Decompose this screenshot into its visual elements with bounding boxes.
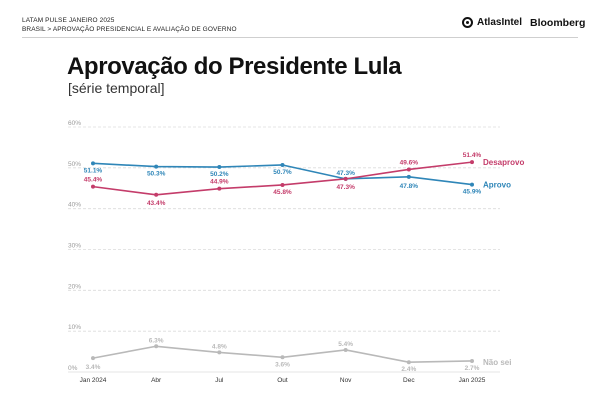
data-label-nao-sei: 5.4% [338,341,353,348]
data-label-aprovo: 51.1% [84,167,103,174]
y-tick-label: 60% [68,120,81,127]
data-point-aprovo [406,174,411,179]
data-label-nao-sei: 2.7% [465,365,480,372]
x-tick-label: Nov [340,377,352,384]
data-point-aprovo [91,161,95,166]
y-tick-label: 30% [68,243,81,250]
data-point-aprovo [280,162,285,167]
data-point-nao-sei [217,350,222,355]
data-point-nao-sei [154,344,159,349]
data-point-nao-sei [280,355,285,360]
atlasintel-wordmark: AtlasIntel [477,17,523,28]
atlasintel-logo-icon [462,17,473,28]
data-label-desaprovo: 49.6% [400,159,419,166]
data-point-aprovo [217,165,222,170]
data-point-nao-sei [406,360,411,365]
y-tick-label: 10% [68,324,81,331]
data-label-aprovo: 50.3% [147,171,166,178]
data-label-nao-sei: 4.8% [212,343,227,350]
report-name: LATAM PULSE JANEIRO 2025 [22,17,115,24]
data-point-desaprovo [343,176,348,181]
data-label-nao-sei: 3.4% [86,364,101,371]
data-point-aprovo [154,164,159,169]
data-label-desaprovo: 44.9% [210,179,229,186]
series-name-aprovo: Aprovo [483,181,511,190]
data-label-aprovo: 47.3% [336,170,355,177]
report-header: LATAM PULSE JANEIRO 2025 BRASIL > APROVA… [22,16,237,34]
data-label-desaprovo: 45.8% [273,189,292,196]
header-divider [22,37,578,38]
data-point-desaprovo [91,184,95,189]
x-tick-label: Jan 2025 [459,377,486,384]
atlasintel-logo: AtlasIntel [462,17,522,28]
data-point-nao-sei [91,356,95,361]
data-point-desaprovo [470,160,474,165]
y-tick-label: 0% [68,365,78,372]
y-tick-label: 40% [68,202,81,209]
report-breadcrumb: BRASIL > APROVAÇÃO PRESIDENCIAL E AVALIA… [22,26,237,33]
data-point-desaprovo [406,167,411,172]
x-tick-label: Jul [215,377,224,384]
data-label-nao-sei: 6.3% [149,337,164,344]
series-line-nao-sei [92,345,473,364]
data-label-aprovo: 50.7% [273,169,292,176]
data-label-nao-sei: 3.6% [275,361,290,368]
series-name-nao-sei: Não sei [483,358,511,367]
chart-subtitle: [série temporal] [68,80,165,96]
data-label-desaprovo: 51.4% [463,152,482,159]
data-label-nao-sei: 2.4% [401,366,416,373]
series-name-desaprovo: Desaprovo [483,158,524,167]
data-point-desaprovo [154,192,159,197]
y-tick-label: 50% [68,161,81,168]
data-label-desaprovo: 43.4% [147,200,166,207]
x-tick-label: Jan 2024 [80,377,107,384]
chart-title: Aprovação do Presidente Lula [67,53,402,80]
data-point-nao-sei [343,347,348,352]
bloomberg-logo: Bloomberg [530,17,586,29]
data-label-desaprovo: 45.4% [84,177,103,184]
data-point-desaprovo [280,182,285,187]
data-point-nao-sei [470,358,474,363]
data-point-aprovo [470,182,474,187]
x-tick-label: Out [277,377,288,384]
data-label-aprovo: 45.9% [463,189,482,196]
data-point-desaprovo [217,186,222,191]
data-label-aprovo: 50.2% [210,171,229,178]
data-label-aprovo: 47.8% [400,183,419,190]
x-tick-label: Abr [151,377,162,384]
x-tick-label: Dec [403,377,415,384]
data-label-desaprovo: 47.3% [336,184,355,191]
y-tick-label: 20% [68,283,81,290]
